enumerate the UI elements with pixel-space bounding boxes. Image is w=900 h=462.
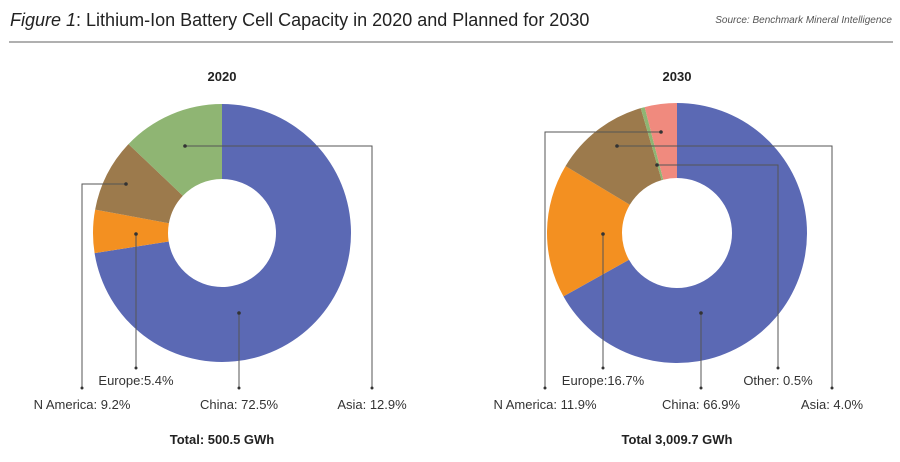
leader-line-asia: [544, 131, 661, 388]
figure-title: Figure 1: Lithium-Ion Battery Cell Capac…: [10, 10, 589, 31]
slice-n-america: [95, 144, 183, 224]
leader-end-dot-other: [776, 366, 780, 370]
slices-2020: [92, 104, 352, 362]
labels-2030: China: 66.9% Europe:16.7% N America: 11.9%…: [493, 373, 863, 412]
slice-label-europe: Europe:16.7%: [562, 373, 645, 388]
leader-line-n-america: [81, 183, 126, 388]
leader-dot-china: [699, 311, 703, 315]
leader-dot-n-america: [124, 182, 128, 186]
leaders-2030: [543, 130, 834, 390]
labels-2020: China: 72.5% Europe:5.4% N America: 9.2% As…: [34, 373, 408, 412]
leader-end-dot-asia: [543, 386, 547, 390]
leader-end-dot-europe: [134, 366, 138, 370]
source-note: Source: Benchmark Mineral Intelligence: [715, 15, 892, 26]
leader-dot-n-america: [615, 144, 619, 148]
leader-line-asia: [185, 145, 373, 388]
leader-end-dot-n-america: [830, 386, 834, 390]
leader-line-other: [657, 164, 779, 368]
leader-dot-asia: [659, 130, 663, 134]
leader-end-dot-asia: [370, 386, 374, 390]
slice-europe: [92, 209, 169, 254]
slice-asia: [128, 104, 222, 196]
leader-dot-china: [237, 311, 241, 315]
slice-label-asia: Asia: 12.9%: [337, 397, 407, 412]
leader-dot-europe: [134, 232, 138, 236]
leader-end-dot-china: [699, 386, 703, 390]
chart-title-2020: 2020: [208, 69, 237, 84]
slice-asia: [644, 103, 677, 180]
slice-label-china: China: 66.9%: [662, 397, 740, 412]
header-divider: [9, 41, 893, 43]
slice-label-other: Other: 0.5%: [743, 373, 813, 388]
figure-label: Figure 1: [10, 10, 77, 30]
slice-china: [94, 104, 352, 362]
slice-other: [640, 107, 664, 181]
donut-chart-2020: 2020 China: 72.5% Europe:5.4% N America: 9…: [34, 69, 408, 447]
slice-label-europe: Europe:5.4%: [98, 373, 174, 388]
leader-line-n-america: [617, 145, 833, 388]
figure-title-text: : Lithium-Ion Battery Cell Capacity in 2…: [76, 10, 590, 30]
leader-dot-europe: [601, 232, 605, 236]
donut-chart-2030: 2030 China: 66.9% Europe:16.7% N America: …: [493, 69, 863, 447]
slice-europe: [547, 166, 630, 297]
slice-label-asia: Asia: 4.0%: [801, 397, 864, 412]
leader-dot-asia: [183, 144, 187, 148]
leaders-2020: [80, 144, 374, 390]
total-2030: Total 3,009.7 GWh: [621, 432, 732, 447]
leader-dot-other: [655, 163, 659, 167]
slice-china: [563, 103, 807, 363]
leader-end-dot-europe: [601, 366, 605, 370]
slices-2030: [547, 103, 807, 363]
figure-header: Figure 1: Lithium-Ion Battery Cell Capac…: [10, 6, 892, 36]
leader-end-dot-china: [237, 386, 241, 390]
slice-label-china: China: 72.5%: [200, 397, 278, 412]
slice-label-n-america: N America: 9.2%: [34, 397, 131, 412]
slice-label-n-america: N America: 11.9%: [493, 397, 597, 412]
chart-title-2030: 2030: [663, 69, 692, 84]
leader-end-dot-n-america: [80, 386, 84, 390]
total-2020: Total: 500.5 GWh: [170, 432, 275, 447]
